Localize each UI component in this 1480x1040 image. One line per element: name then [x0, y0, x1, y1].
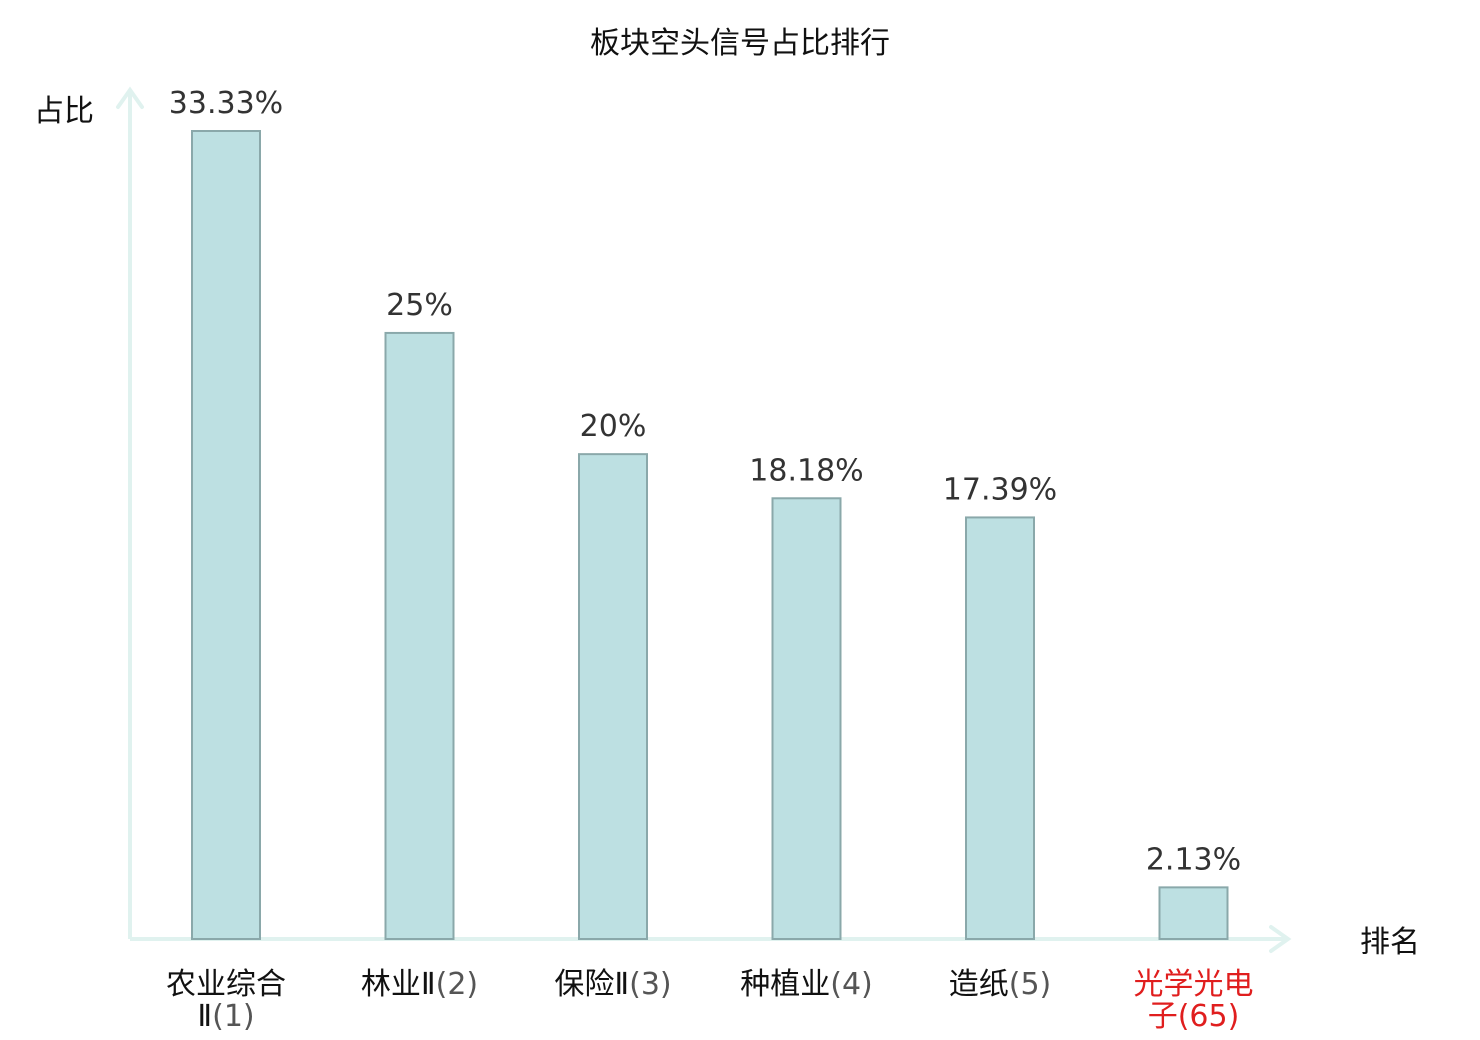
category-name-6: 光学光电: [1134, 967, 1254, 1002]
axes: [116, 86, 1292, 953]
value-label-2: 25%: [386, 288, 453, 323]
value-label-1: 33.33%: [169, 86, 283, 121]
category-label-6: 光学光电子(65): [1134, 967, 1254, 1034]
chart-title: 板块空头信号占比排行: [590, 26, 890, 61]
bar-1[interactable]: [191, 130, 261, 940]
bar-3[interactable]: [578, 453, 648, 940]
category-rank-1: (1): [212, 999, 255, 1034]
bar-5[interactable]: [965, 516, 1035, 940]
bar-2[interactable]: [384, 331, 455, 940]
category-rank-2: (2): [436, 967, 479, 1002]
bars-group: [191, 130, 1229, 941]
category-label-3: 保险Ⅱ(3): [554, 967, 671, 1002]
y-axis-arrow-icon: [116, 86, 144, 109]
bar-6[interactable]: [1158, 886, 1229, 941]
category-label-2: 林业Ⅱ(2): [361, 967, 478, 1002]
category-name-1: 农业综合: [166, 967, 286, 1002]
value-label-5: 17.39%: [943, 472, 1057, 507]
category-name-cont-6: 子: [1148, 999, 1178, 1034]
x-axis-arrow-icon: [1269, 925, 1292, 953]
bar-4[interactable]: [771, 497, 842, 940]
category-name-3: 保险Ⅱ: [554, 967, 629, 1002]
category-labels-group: 农业综合 Ⅱ(1) 林业Ⅱ(2) 保险Ⅱ(3) 种植业(4) 造纸(5) 光学光电子(65): [166, 967, 1254, 1034]
value-label-4: 18.18%: [749, 453, 863, 488]
y-axis-label: 占比: [34, 94, 94, 129]
category-name-4: 种植业: [740, 967, 830, 1002]
category-label-1: 农业综合 Ⅱ(1): [166, 967, 286, 1034]
category-label-4: 种植业(4): [740, 967, 873, 1002]
category-name-cont-1: Ⅱ: [197, 999, 212, 1034]
category-rank-3: (3): [629, 967, 672, 1002]
category-rank-6: (65): [1178, 999, 1240, 1034]
category-name-2: 林业Ⅱ: [361, 967, 436, 1002]
category-name-5: 造纸: [949, 967, 1009, 1002]
value-labels-group: 33.33% 25% 20% 18.18% 17.39% 2.13%: [169, 86, 1241, 877]
category-rank-4: (4): [830, 967, 873, 1002]
x-axis-label: 排名: [1360, 925, 1420, 960]
value-label-6: 2.13%: [1146, 842, 1241, 877]
value-label-3: 20%: [580, 409, 647, 444]
category-rank-5: (5): [1009, 967, 1052, 1002]
category-label-5: 造纸(5): [949, 967, 1052, 1002]
